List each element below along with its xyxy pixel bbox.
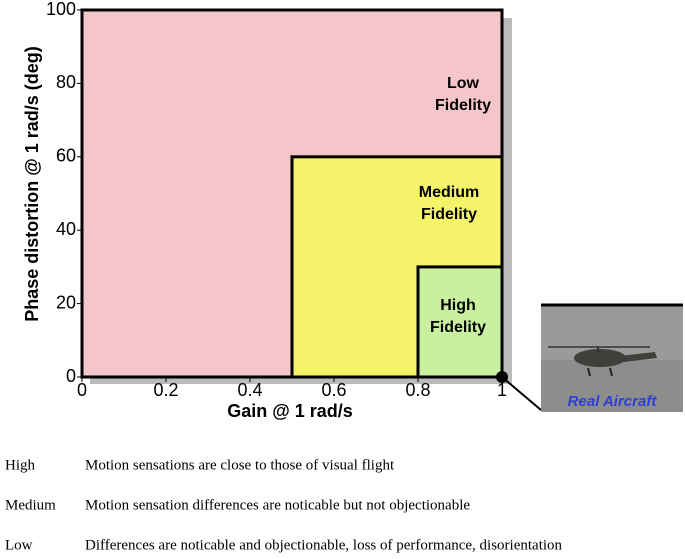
y-axis-label: Phase distortion @ 1 rad/s (deg) [22,46,42,322]
region [416,265,504,379]
region-label: Medium [419,184,479,201]
y-tick-label: 0 [66,366,76,386]
x-tick-label: 0.8 [405,380,430,400]
row-description: Motion sensation differences are noticab… [85,497,470,513]
row-description: Differences are noticable and objectiona… [85,537,563,553]
row-term: Low [5,537,33,553]
x-tick-label: 1 [497,380,507,400]
x-tick-label: 0.6 [321,380,346,400]
point-label: Real Aircraft [568,393,658,410]
aircraft-photo [541,305,683,412]
region-label: High [440,297,476,314]
y-tick-label: 80 [56,72,76,92]
row-term: Medium [5,497,56,513]
row-term: High [5,457,36,473]
region-label: Fidelity [430,319,486,336]
y-tick-label: 100 [46,0,76,19]
y-tick-label: 60 [56,146,76,166]
region-label: Fidelity [435,97,491,114]
x-tick-label: 0.2 [153,380,178,400]
row-description: Motion sensations are close to those of … [85,457,395,473]
leader-line [501,376,542,411]
x-tick-label: 0 [77,380,87,400]
region-label: Fidelity [421,206,477,223]
x-axis-label: Gain @ 1 rad/s [227,401,353,421]
x-tick-label: 0.4 [237,380,262,400]
y-tick-label: 40 [56,219,76,239]
y-tick-label: 20 [56,292,76,312]
region-label: Low [447,75,480,92]
